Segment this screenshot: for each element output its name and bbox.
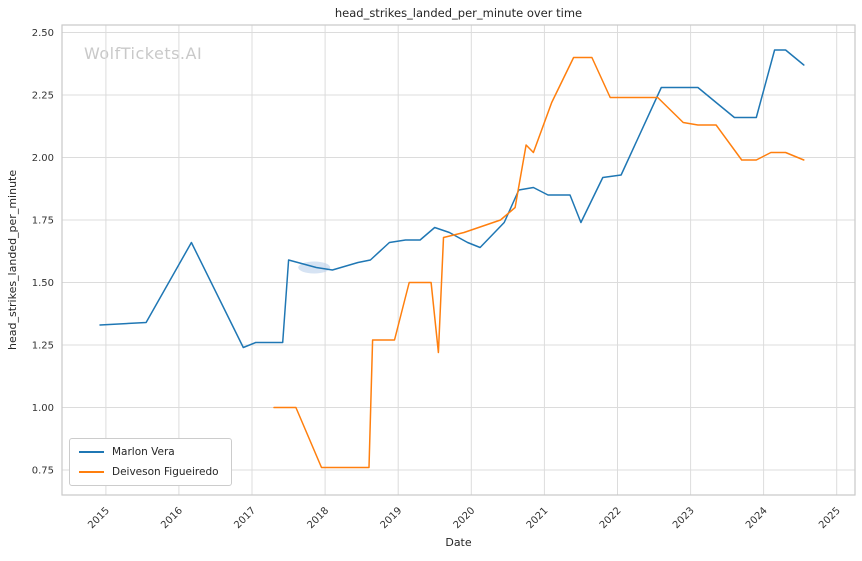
legend-label: Marlon Vera xyxy=(112,446,175,458)
svg-text:1.50: 1.50 xyxy=(32,278,54,289)
svg-text:1.25: 1.25 xyxy=(32,341,54,352)
y-axis-label: head_strikes_landed_per_minute xyxy=(6,169,19,351)
svg-text:2023: 2023 xyxy=(671,505,697,531)
svg-text:2016: 2016 xyxy=(159,505,185,531)
legend-line-sample-blue xyxy=(79,451,104,453)
svg-text:2019: 2019 xyxy=(379,505,405,531)
svg-text:2025: 2025 xyxy=(817,505,843,531)
svg-text:2024: 2024 xyxy=(744,505,770,531)
legend-item-deiveson-figueiredo: Deiveson Figueiredo xyxy=(79,466,219,478)
watermark: WolfTickets.AI xyxy=(84,44,203,63)
svg-text:2.50: 2.50 xyxy=(32,28,54,39)
x-axis-label: Date xyxy=(445,536,472,549)
svg-text:2015: 2015 xyxy=(86,505,112,531)
svg-text:2017: 2017 xyxy=(232,505,258,531)
svg-text:1.00: 1.00 xyxy=(32,403,54,414)
chart-title: head_strikes_landed_per_minute over time xyxy=(334,6,583,20)
svg-text:2018: 2018 xyxy=(305,505,331,531)
svg-text:2022: 2022 xyxy=(598,505,624,531)
legend-item-marlon-vera: Marlon Vera xyxy=(79,446,219,458)
svg-text:1.75: 1.75 xyxy=(32,216,54,227)
svg-text:2.25: 2.25 xyxy=(32,91,54,102)
legend: Marlon Vera Deiveson Figueiredo xyxy=(69,438,232,486)
legend-label: Deiveson Figueiredo xyxy=(112,466,219,478)
svg-text:2020: 2020 xyxy=(452,505,478,531)
svg-text:2021: 2021 xyxy=(525,505,551,531)
svg-text:2.00: 2.00 xyxy=(32,153,54,164)
svg-text:0.75: 0.75 xyxy=(32,466,54,477)
legend-line-sample-orange xyxy=(79,471,104,473)
